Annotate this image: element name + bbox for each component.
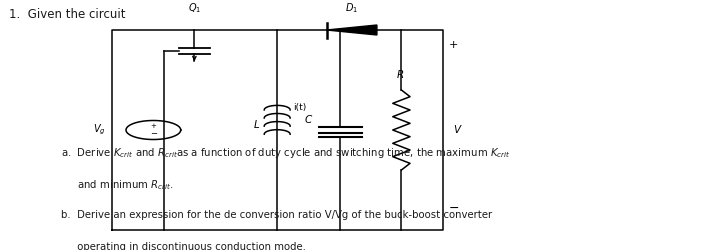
Text: b.  Derive an expression for the de conversion ratio V/Vg of the buck-boost conv: b. Derive an expression for the de conve… xyxy=(61,210,492,220)
Text: +: + xyxy=(150,123,156,129)
Text: $Q_1$: $Q_1$ xyxy=(188,1,201,15)
Text: L: L xyxy=(253,120,259,130)
Text: $D_1$: $D_1$ xyxy=(345,1,359,15)
Text: a.  Derive $K_{crit}$ and $R_{crit}$as a function of duty cycle and switching ti: a. Derive $K_{crit}$ and $R_{crit}$as a … xyxy=(61,146,510,160)
Text: −: − xyxy=(150,129,157,138)
Text: operating in discontinuous conduction mode.: operating in discontinuous conduction mo… xyxy=(61,242,306,250)
Text: and minimum $R_{crit}$.: and minimum $R_{crit}$. xyxy=(61,178,174,192)
Text: V: V xyxy=(454,125,461,135)
Text: C: C xyxy=(304,115,311,125)
Text: R: R xyxy=(396,70,404,80)
Text: +: + xyxy=(449,40,458,50)
Text: i(t): i(t) xyxy=(293,103,306,112)
Polygon shape xyxy=(327,25,377,35)
Text: −: − xyxy=(449,202,459,215)
Text: 1.  Given the circuit: 1. Given the circuit xyxy=(9,8,126,20)
Text: $V_g$: $V_g$ xyxy=(93,123,106,137)
